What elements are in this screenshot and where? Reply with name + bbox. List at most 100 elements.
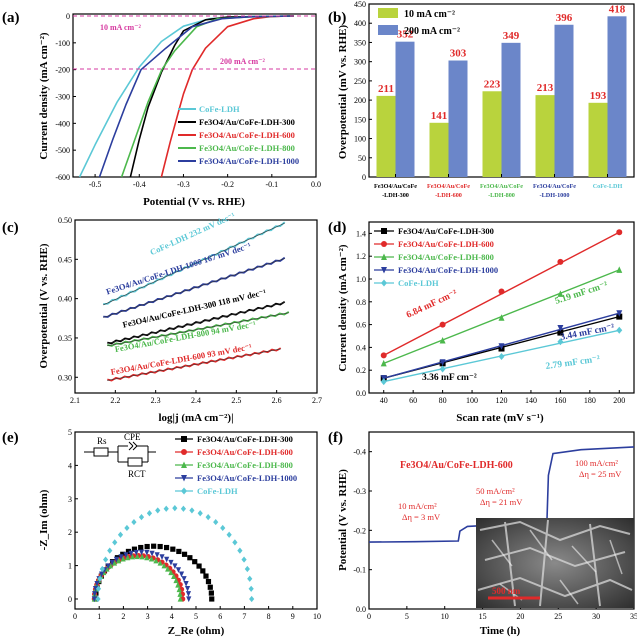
panel-e-data-point: [241, 556, 247, 563]
panel-b-y-tick-label: 300: [354, 58, 366, 67]
panel-d-data-point: [380, 359, 387, 367]
panel-f-x-tick-label: 15: [479, 612, 487, 621]
panel-e-data-point: [180, 505, 187, 512]
panel-e-data-point: [197, 510, 203, 517]
panel-e-data-point: [181, 576, 187, 582]
panel-f-y-tick-label: -0.2: [353, 526, 366, 535]
panel-e-data-point: [95, 595, 101, 603]
panel-e-data-point: [181, 551, 188, 557]
panel-c-x-tick-label: 2.6: [272, 396, 282, 405]
panel-b-data-label: 213: [537, 82, 554, 94]
panel-e-data-point: [172, 505, 178, 512]
panel-a-x-tick-label: -0.2: [221, 180, 234, 189]
panel-d-legend-marker: [381, 228, 387, 234]
panel-d-slope-annotation: 2.79 mF cm⁻²: [545, 354, 601, 372]
panel-e-data-point: [113, 556, 120, 563]
panel-f-x-axis-label: Time (h): [480, 625, 521, 637]
panel-e-legend-label: CoFe-LDH: [197, 486, 238, 496]
panel-b-legend-swatch: [378, 8, 398, 18]
panel-d-legend-marker: [381, 241, 387, 247]
panel-d-x-tick-label: 140: [525, 396, 537, 405]
panel-e-data-point: [149, 550, 155, 557]
panel-a-y-tick-label: -600: [55, 173, 70, 182]
panel-d-data-point: [616, 266, 623, 273]
panel-f-delta-label: Δη = 3 mV: [402, 512, 441, 522]
panel-e-data-point: [161, 562, 167, 569]
panel-a: (a) -0.5 -0.4 -0.3 -0.2 -0.1 0.0 0 -100 -200 -300…: [2, 10, 321, 208]
panel-f-current-label: 50 mA/cm²: [476, 486, 515, 496]
panel-f-x-tick-label: 20: [516, 612, 524, 621]
panel-e-data-point: [151, 543, 157, 549]
panel-e-data-point: [157, 543, 163, 550]
panel-e-data-point: [226, 531, 232, 538]
panel-b-bar: [535, 95, 555, 177]
panel-a-x-tick-label: -0.1: [265, 180, 278, 189]
panel-e-data-point: [163, 544, 170, 551]
panel-d-y-axis-label: Current density (mA cm⁻²): [337, 244, 349, 371]
panel-b-legend-swatch: [378, 25, 398, 35]
panel-b-data-label: 349: [503, 30, 520, 42]
panel-d-legend-label: Fe3O4/Au/CoFe-LDH-300: [398, 226, 494, 236]
panel-a-plot-frame: [72, 13, 317, 178]
panel-e-data-point: [189, 507, 195, 514]
panel-d-data-point: [439, 365, 446, 373]
panel-d-x-tick-label: 100: [466, 396, 478, 405]
panel-b-y-axis-label: Overpotential (mV vs. RHE): [337, 25, 349, 160]
panel-f-x-tick-label: 5: [405, 612, 409, 621]
panel-e-data-point: [144, 554, 150, 561]
panel-e-data-point: [163, 505, 169, 512]
panel-a-series-line: [98, 15, 294, 178]
panel-d: (d) 40 60 80 100 120 140 160 180 200 0.0 0.2 0.4 0.6…: [328, 220, 635, 424]
panel-d-slope-annotation: 3.44 mF cm⁻²: [560, 323, 616, 343]
panel-d-slope-annotation: 3.36 mF cm⁻²: [422, 373, 477, 383]
panel-d-data-point: [616, 229, 623, 236]
panel-e-data-point: [123, 552, 129, 558]
panel-a-x-tick-label: 0.0: [311, 180, 321, 189]
panel-d-data-point: [557, 258, 564, 265]
panel-c-x-tick-label: 2.4: [191, 396, 201, 405]
panel-e-data-point: [203, 573, 209, 579]
panel-e-data-point: [112, 539, 118, 546]
panel-e-y-tick-label: 2: [68, 528, 72, 537]
panel-e-data-point: [186, 596, 192, 603]
panel-c-series-fit: [103, 258, 285, 318]
panel-b-y-tick-label: 200: [354, 96, 366, 105]
panel-e-data-point: [97, 575, 103, 582]
panel-d-data-point: [557, 329, 564, 336]
panel-e-data-point: [139, 553, 145, 560]
panel-c-y-tick-label: 0.45: [58, 255, 72, 264]
panel-c-y-axis-label: Overpotential (V vs. RHE): [38, 243, 50, 368]
panel-b: (b) 0 50 100 150 200 250 300 350 400 450 Overpote…: [328, 0, 635, 199]
panel-f-x-tick-label: 35: [630, 612, 637, 621]
panel-e-data-point: [133, 549, 139, 556]
panel-e-data-point: [134, 553, 140, 560]
panel-a-legend-label: Fe3O4/Au/CoFe-LDH-1000: [199, 156, 299, 166]
panel-d-legend-marker: [381, 267, 387, 274]
panel-e-data-point: [247, 575, 253, 582]
panel-e-data-point: [172, 563, 178, 570]
panel-a-y-tick-label: -300: [55, 93, 70, 102]
panel-e-data-point: [153, 557, 159, 564]
panel-e-data-point: [125, 548, 132, 555]
panel-c-series-fit: [107, 348, 281, 381]
panel-e-data-point: [232, 539, 238, 546]
panel-e-data-point: [176, 548, 182, 555]
panel-c-x-tick-label: 2.2: [110, 396, 120, 405]
panel-b-y-tick-label: 0: [362, 173, 366, 182]
panel-b-y-tick-label: 250: [354, 77, 366, 86]
panel-a-annotation-10ma: 10 mA cm⁻²: [100, 23, 141, 32]
panel-d-legend-label: Fe3O4/Au/CoFe-LDH-600: [398, 239, 494, 249]
panel-b-category-label: Fe3O4/Au/CoFe: [533, 183, 576, 190]
panel-c-y-tick-label: 0.50: [58, 216, 72, 225]
panel-e-plot-frame: [74, 431, 318, 610]
panel-e-data-point: [125, 554, 131, 561]
panel-e-x-tick-label: 3: [146, 612, 150, 621]
panel-d-legend-label: Fe3O4/Au/CoFe-LDH-1000: [398, 265, 498, 275]
panel-e-x-axis-label: Z_Re (ohm): [168, 625, 225, 637]
panel-d-x-tick-label: 180: [584, 396, 596, 405]
panel-d-x-tick-label: 80: [439, 396, 447, 405]
panel-e-data-point: [138, 544, 144, 551]
panel-a-legend-label: CoFe-LDH: [199, 104, 240, 114]
panel-b-bar: [607, 16, 627, 178]
